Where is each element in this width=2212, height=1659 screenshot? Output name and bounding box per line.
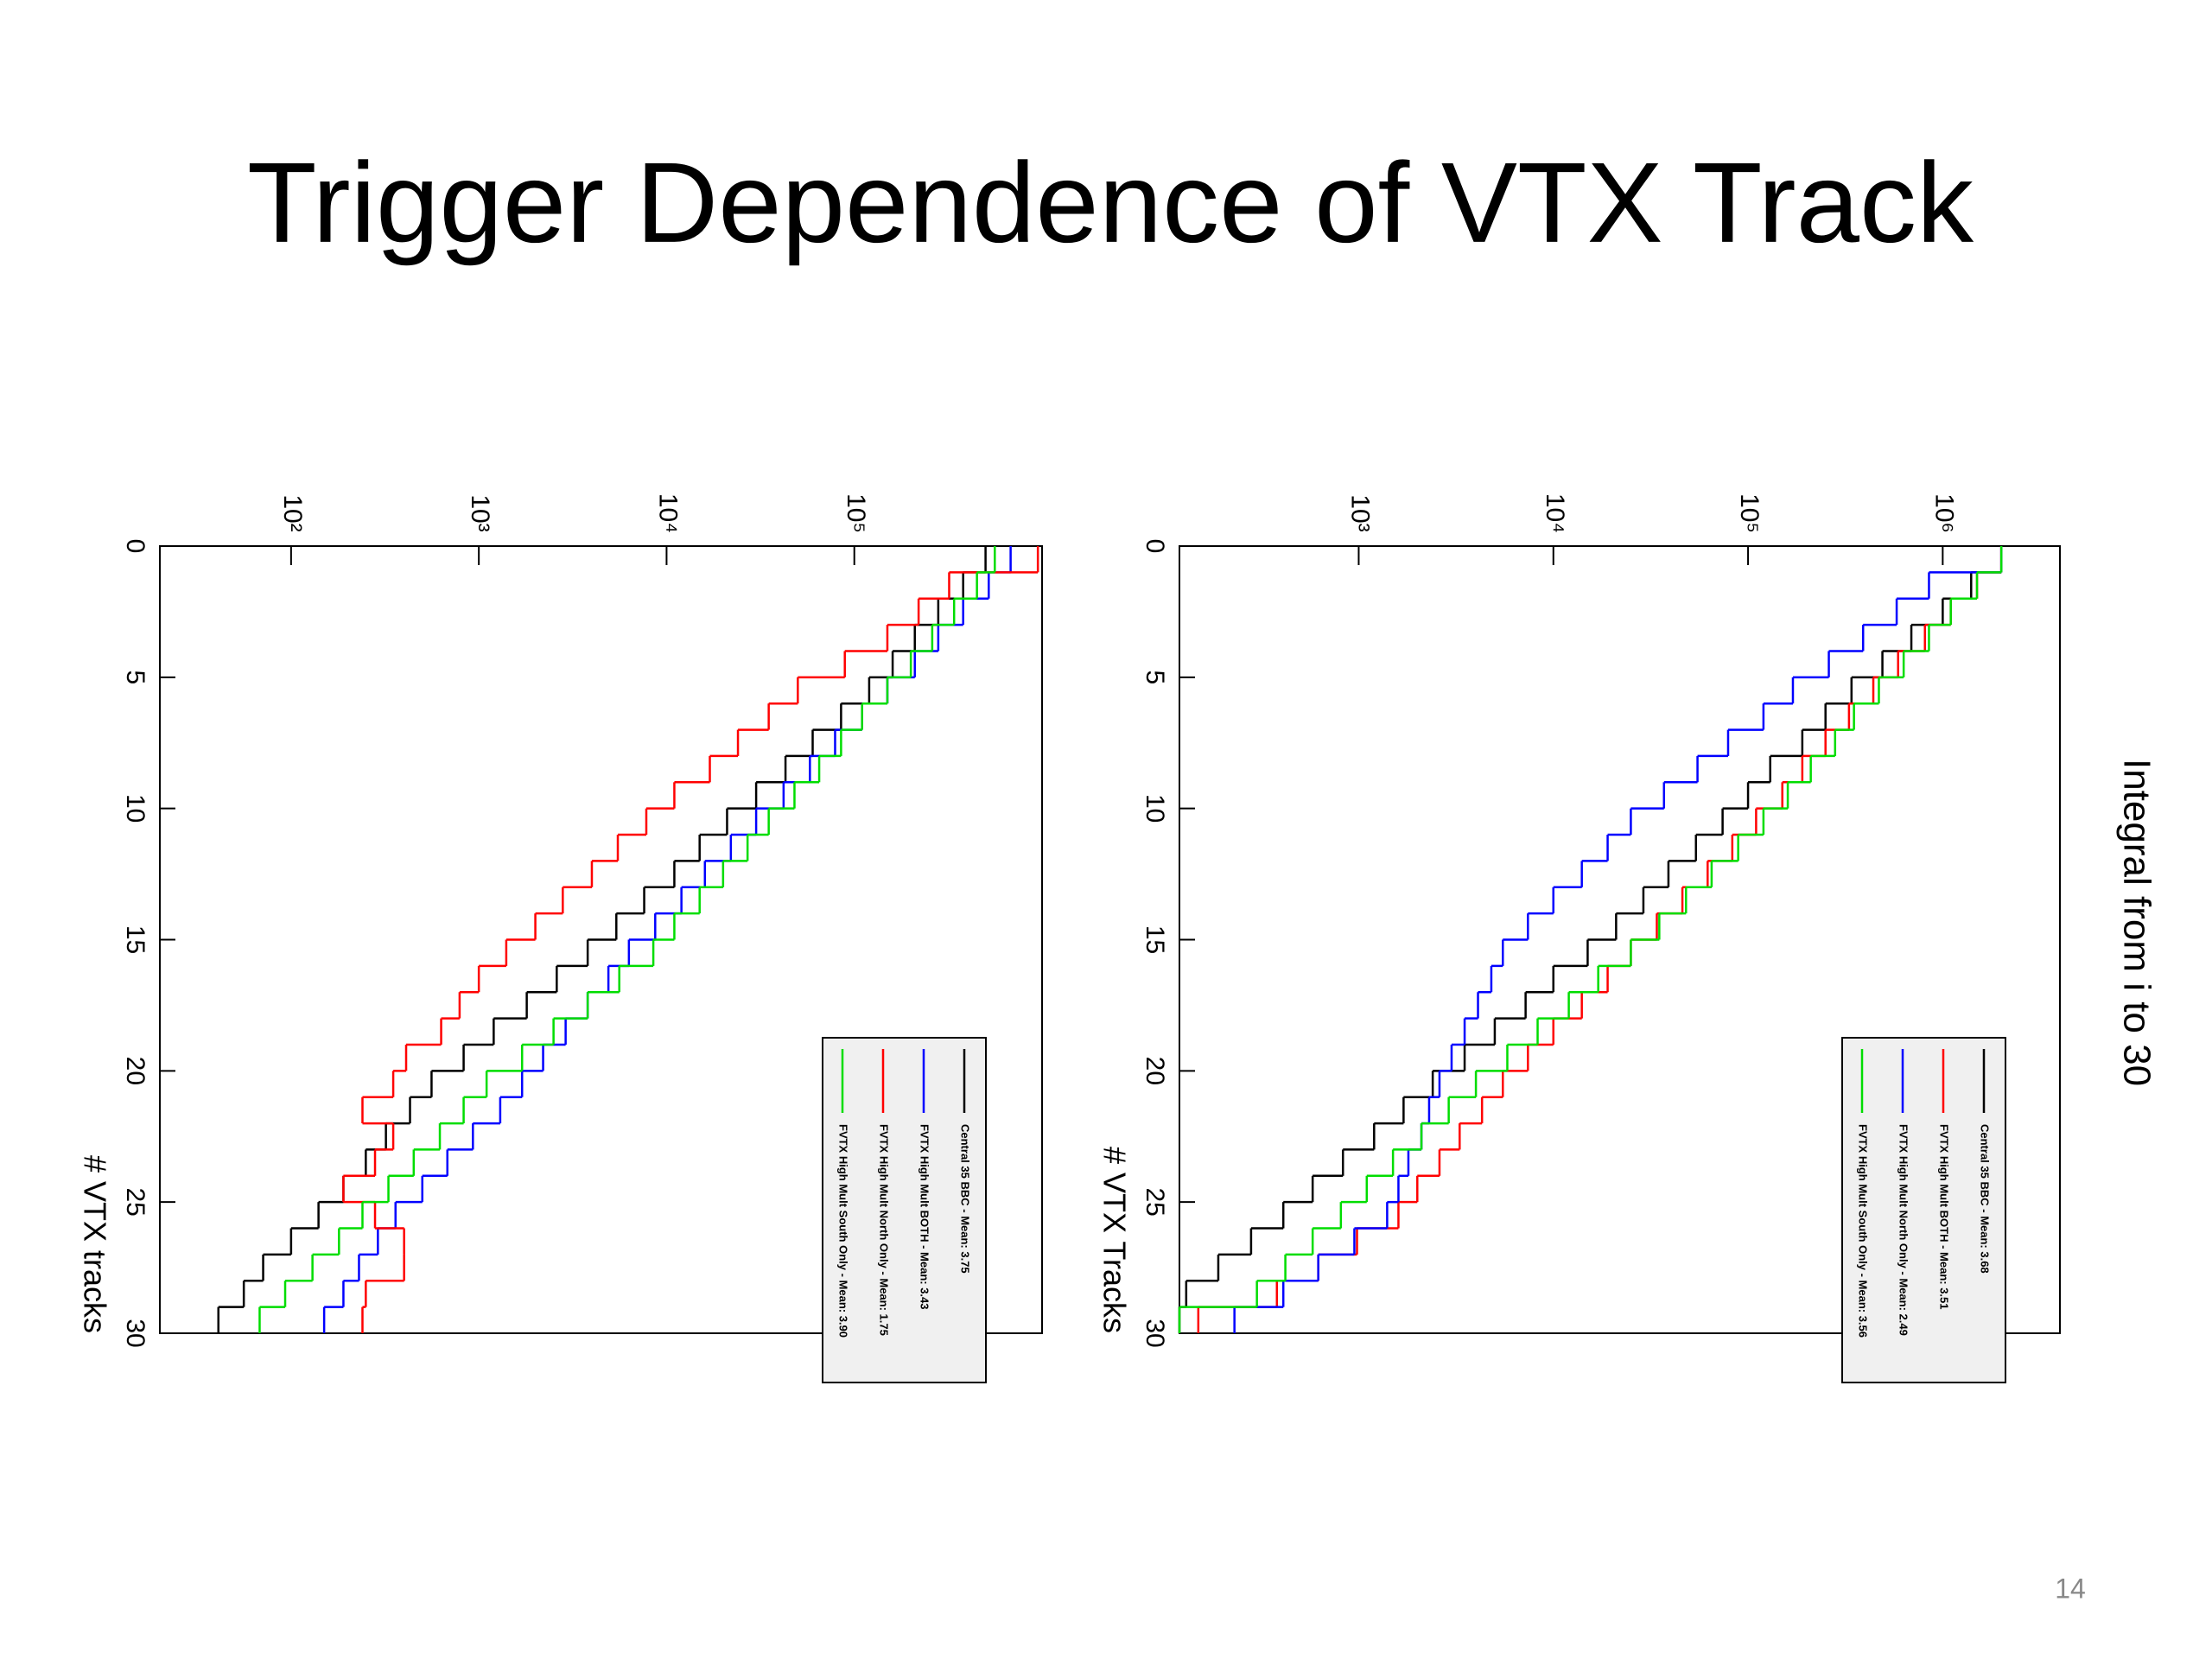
x-tick-label: 20 bbox=[1141, 1057, 1169, 1085]
x-axis-label: # VTX tracks bbox=[77, 1155, 112, 1333]
x-tick-label: 10 bbox=[1141, 794, 1169, 823]
legend-entry: Central 35 BBC - Mean: 3.75 bbox=[959, 1124, 972, 1274]
x-tick-label: 5 bbox=[1141, 670, 1169, 684]
y-tick-label: 10² bbox=[278, 494, 307, 531]
x-axis-label: # VTX Tracks bbox=[1096, 1147, 1132, 1333]
legend-entry: FVTX High Mult BOTH - Mean: 3.51 bbox=[1938, 1124, 1951, 1310]
x-tick-label: 30 bbox=[121, 1319, 149, 1347]
legend-entry: FVTX High Mult BOTH - Mean: 3.43 bbox=[918, 1124, 931, 1310]
legend-entry: Central 35 BBC - Mean: 3.68 bbox=[1979, 1124, 1992, 1274]
legend-box bbox=[1841, 1037, 2006, 1383]
x-tick-label: 5 bbox=[121, 670, 149, 684]
chart: 0 5 10 15 20 25 30 10³ 10⁴ 10⁵ 10⁶ # VTX Tracks Cent… bbox=[1096, 493, 2061, 1383]
legend-box bbox=[822, 1037, 987, 1383]
legend-entry: FVTX High Mult South Only - Mean: 3.56 bbox=[1857, 1124, 1870, 1338]
slide-title: Trigger Dependence of VTX Track bbox=[247, 139, 1974, 266]
slide-number: 14 bbox=[2055, 1573, 2086, 1604]
x-tick-label: 15 bbox=[1141, 925, 1169, 954]
y-tick-label: 10³ bbox=[1346, 494, 1375, 531]
y-tick-label: 10³ bbox=[466, 494, 494, 531]
x-tick-label: 0 bbox=[1141, 539, 1169, 554]
legend-entry: FVTX High Mult North Only - Mean: 1.75 bbox=[878, 1124, 891, 1336]
side-label: Integral from i to 30 bbox=[2115, 759, 2158, 1086]
y-tick-label: 10⁴ bbox=[1541, 493, 1569, 533]
y-tick-label: 10⁴ bbox=[654, 493, 683, 533]
x-tick-label: 20 bbox=[121, 1057, 149, 1085]
x-tick-label: 25 bbox=[1141, 1187, 1169, 1216]
x-tick-label: 0 bbox=[121, 539, 149, 554]
y-tick-label: 10⁵ bbox=[1735, 493, 1764, 533]
chart: 0 5 10 15 20 25 30 10² 10³ 10⁴ 10⁵ # VTX tracks Cent… bbox=[77, 493, 1043, 1383]
x-tick-label: 15 bbox=[121, 925, 149, 954]
x-tick-label: 30 bbox=[1141, 1319, 1169, 1347]
y-tick-label: 10⁵ bbox=[842, 493, 870, 533]
legend-entry: FVTX High Mult South Only - Mean: 3.90 bbox=[837, 1124, 850, 1338]
x-tick-label: 25 bbox=[121, 1187, 149, 1216]
y-tick-label: 10⁶ bbox=[1929, 493, 1958, 533]
x-tick-label: 10 bbox=[121, 794, 149, 823]
legend-entry: FVTX High Mult North Only - Mean: 2.49 bbox=[1897, 1124, 1910, 1336]
